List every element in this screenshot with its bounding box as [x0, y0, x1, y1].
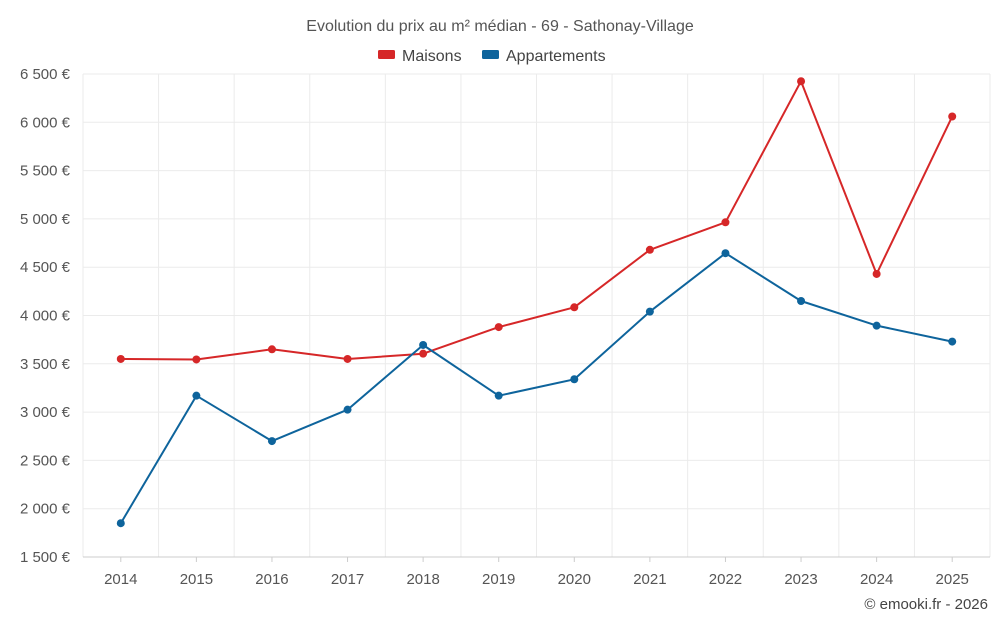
- series-layer: [116, 77, 957, 528]
- data-point-maisons: [267, 345, 276, 354]
- x-tick-label: 2015: [180, 571, 213, 588]
- data-point-maisons: [343, 354, 352, 363]
- y-tick-label: 3 500 €: [20, 356, 71, 373]
- data-point-appartements: [721, 249, 730, 258]
- data-point-appartements: [419, 340, 428, 349]
- y-tick-label: 4 000 €: [20, 308, 71, 325]
- y-tick-label: 2 000 €: [20, 501, 71, 518]
- y-axis: 1 500 € 2 000 € 2 500 € 3 000 € 3 500 € 4 000…: [20, 66, 71, 566]
- grid: [82, 73, 991, 558]
- data-point-appartements: [797, 297, 806, 306]
- data-point-maisons: [419, 349, 428, 358]
- x-tick-label: 2018: [406, 571, 439, 588]
- data-point-maisons: [948, 112, 957, 121]
- x-tick-label: 2022: [709, 571, 742, 588]
- legend-label-maisons: Maisons: [402, 48, 462, 65]
- y-tick-label: 5 000 €: [20, 211, 71, 228]
- data-point-appartements: [570, 375, 579, 384]
- data-point-appartements: [116, 519, 125, 528]
- data-point-appartements: [948, 337, 957, 346]
- x-tick-label: 2014: [104, 571, 137, 588]
- data-point-maisons: [192, 355, 201, 364]
- y-tick-label: 3 000 €: [20, 404, 71, 421]
- y-tick-label: 5 500 €: [20, 163, 71, 180]
- series-line-maisons: [120, 80, 954, 361]
- data-point-maisons: [797, 77, 806, 86]
- legend-swatch-maisons: [378, 50, 395, 59]
- x-tick-label: 2025: [936, 571, 969, 588]
- y-tick-label: 2 500 €: [20, 452, 71, 469]
- series-line-appartements: [119, 252, 953, 524]
- data-point-appartements: [267, 437, 276, 446]
- data-point-appartements: [494, 391, 503, 400]
- x-axis: 2014 2015 2016 2017 2018 2019 2020 2021 2022 2023…: [83, 556, 990, 588]
- data-point-maisons: [570, 303, 579, 312]
- y-tick-label: 6 500 €: [20, 66, 71, 83]
- data-point-appartements: [343, 405, 352, 414]
- y-tick-label: 4 500 €: [20, 259, 71, 276]
- x-tick-label: 2024: [860, 571, 893, 588]
- x-tick-label: 2023: [784, 571, 817, 588]
- data-point-maisons: [872, 269, 881, 278]
- legend-swatch-appartements: [482, 50, 499, 59]
- legend: Maisons Appartements: [378, 48, 606, 65]
- x-tick-label: 2021: [633, 571, 666, 588]
- credit-text: © emooki.fr - 2026: [864, 596, 988, 613]
- data-point-appartements: [872, 321, 881, 330]
- x-tick-label: 2017: [331, 571, 364, 588]
- data-point-maisons: [721, 218, 730, 227]
- data-point-appartements: [645, 307, 654, 316]
- data-point-maisons: [116, 354, 125, 363]
- chart-title: Evolution du prix au m² médian - 69 - Sa…: [306, 18, 694, 35]
- x-tick-label: 2019: [482, 571, 515, 588]
- y-tick-label: 6 000 €: [20, 114, 71, 131]
- x-tick-label: 2020: [558, 571, 591, 588]
- data-point-maisons: [494, 323, 503, 332]
- data-point-appartements: [192, 391, 201, 400]
- data-point-maisons: [645, 245, 654, 254]
- y-tick-label: 1 500 €: [20, 549, 71, 566]
- legend-label-appartements: Appartements: [506, 48, 606, 65]
- x-tick-label: 2016: [255, 571, 288, 588]
